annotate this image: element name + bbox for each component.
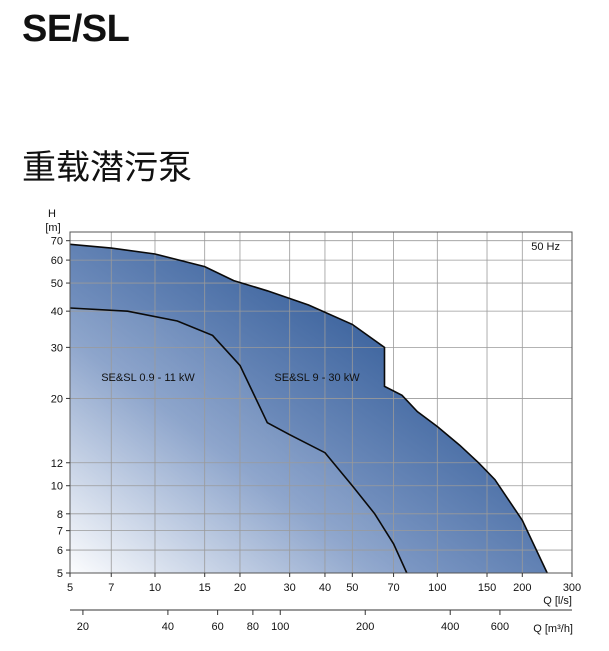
x-tick-label: 40: [319, 582, 331, 594]
y-tick-label: 7: [57, 526, 63, 538]
y-tick-label: 50: [51, 278, 63, 290]
frequency-label: 50 Hz: [531, 241, 560, 253]
y-tick-label: 10: [51, 481, 63, 493]
page-subtitle: 重载潜污泵: [22, 148, 192, 188]
y-tick-label: 12: [51, 458, 63, 470]
x-tick-label: 300: [563, 582, 581, 594]
x2-tick-label: 100: [271, 621, 289, 633]
series-label-small: SE&SL 0.9 - 11 kW: [101, 372, 195, 384]
x-tick-label: 10: [149, 582, 161, 594]
x2-tick-label: 20: [77, 621, 89, 633]
x2-tick-label: 60: [211, 621, 223, 633]
y-tick-label: 70: [51, 236, 63, 248]
x2-tick-label: 600: [491, 621, 509, 633]
series-label-large: SE&SL 9 - 30 kW: [274, 372, 360, 384]
x-tick-label: 150: [478, 582, 496, 594]
page-title: SE/SL: [22, 8, 130, 50]
series-line-large: [69, 243, 548, 574]
x-tick-label: 20: [234, 582, 246, 594]
x-tick-label: 7: [108, 582, 114, 594]
series-area-small: [70, 308, 407, 573]
x2-tick-label: 40: [162, 621, 174, 633]
x-tick-label: 100: [428, 582, 446, 594]
x-tick-label: 50: [346, 582, 358, 594]
x2-tick-label: 80: [247, 621, 259, 633]
y-tick-label: 20: [51, 393, 63, 405]
x2-tick-label: 200: [356, 621, 374, 633]
y-tick-label: 60: [51, 255, 63, 267]
x-axis-secondary-title: Q [m³/h]: [533, 623, 573, 635]
x-tick-label: 5: [67, 582, 73, 594]
y-axis-unit: [m]: [45, 222, 60, 234]
x-tick-label: 70: [387, 582, 399, 594]
y-tick-label: 5: [57, 568, 63, 580]
x-tick-label: 30: [284, 582, 296, 594]
plot-frame: [69, 231, 573, 574]
x-tick-label: 15: [199, 582, 211, 594]
y-axis-title: H: [48, 208, 56, 220]
x2-tick-label: 400: [441, 621, 459, 633]
y-tick-label: 8: [57, 509, 63, 521]
y-tick-label: 6: [57, 545, 63, 557]
y-tick-label: 30: [51, 342, 63, 354]
y-tick-label: 40: [51, 306, 63, 318]
x-axis-title: Q [l/s]: [543, 595, 572, 607]
series-line-small: [69, 307, 408, 574]
x-tick-label: 200: [513, 582, 531, 594]
